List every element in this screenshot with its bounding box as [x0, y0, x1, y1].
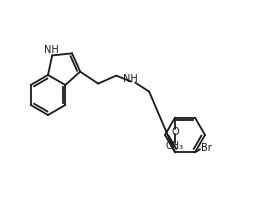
Text: NH: NH	[44, 46, 58, 55]
Text: NH: NH	[123, 74, 138, 84]
Text: O: O	[171, 127, 179, 137]
Text: CH₃: CH₃	[166, 141, 184, 151]
Text: Br: Br	[201, 143, 212, 153]
